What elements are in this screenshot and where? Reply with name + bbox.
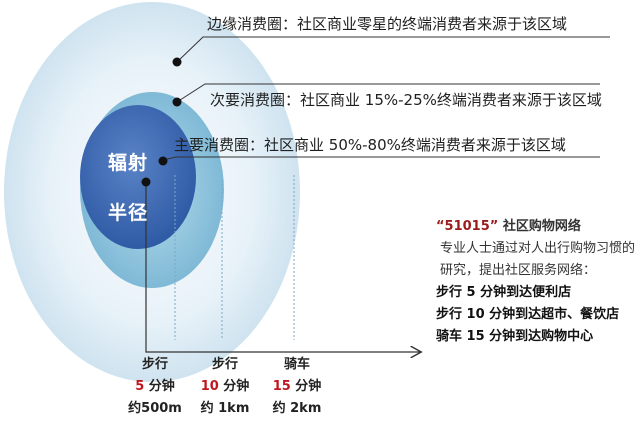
middle-ring-label: 次要消费圈：社区商业 15%-25%终端消费者来源于该区域: [210, 91, 602, 109]
center-label-line1: 辐射: [108, 152, 149, 174]
metric-mode: 步行: [211, 357, 238, 372]
network-description: 专业人士通过对人出行购物习惯的研究，提出社区服务网络：: [440, 241, 636, 278]
inner-ring: [80, 105, 196, 249]
metric-distance: 约 1km: [200, 401, 250, 416]
metric-walk-10: 步行 10 分钟 约 1km: [190, 354, 260, 420]
metric-distance: 约500m: [128, 401, 182, 416]
center-label-line2: 半径: [108, 202, 149, 224]
metric-time: 10 分钟: [200, 379, 250, 394]
metric-distance: 约 2km: [272, 401, 322, 416]
inner-dot: [158, 156, 168, 166]
metric-walk-5: 步行 5 分钟 约500m: [120, 354, 190, 420]
radius-axis: [145, 182, 420, 352]
metric-mode: 骑车: [283, 357, 310, 372]
middle-leader-line: [176, 83, 600, 103]
metric-time: 5 分钟: [135, 379, 175, 394]
network-item: 步行 5 分钟到达便利店: [436, 285, 572, 300]
outer-dot: [172, 57, 182, 67]
network-title-quote: “51015”: [436, 219, 499, 234]
inner-leader-line: [162, 156, 600, 161]
center-dot: [141, 177, 151, 187]
metric-time: 15 分钟: [272, 379, 322, 394]
outer-ring-label: 边缘消费圈：社区商业零星的终端消费者来源于该区域: [207, 15, 568, 33]
network-item: 骑车 15 分钟到达购物中心: [436, 329, 594, 344]
inner-ring-label: 主要消费圈：社区商业 50%-80%终端消费者来源于该区域: [174, 136, 566, 154]
outer-leader-line: [176, 36, 610, 63]
network-title: “51015” 社区购物网络: [436, 216, 636, 238]
community-network-panel: “51015” 社区购物网络 专业人士通过对人出行购物习惯的研究，提出社区服务网…: [436, 216, 636, 348]
metric-bike-15: 骑车 15 分钟 约 2km: [262, 354, 332, 420]
network-title-rest: 社区购物网络: [498, 219, 581, 234]
metric-mode: 步行: [141, 357, 168, 372]
middle-dot: [172, 97, 182, 107]
network-item: 步行 10 分钟到达超市、餐饮店: [436, 307, 620, 322]
